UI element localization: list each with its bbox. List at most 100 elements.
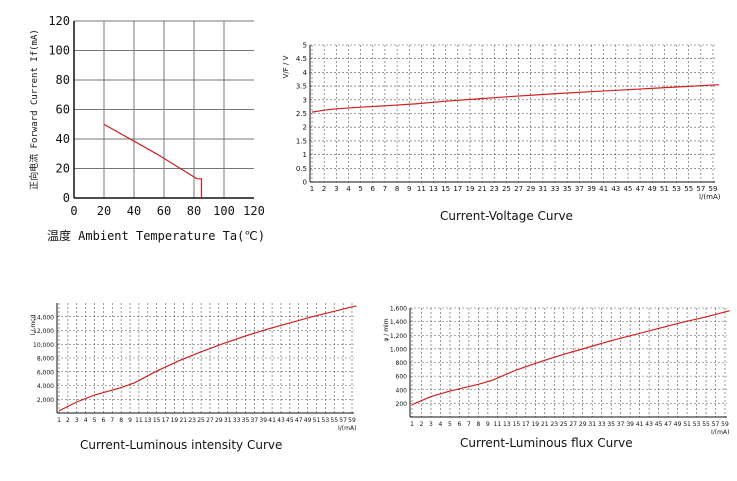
y-tick-label: 0 [303, 179, 307, 187]
x-tick-label: 49 [648, 185, 657, 193]
y-tick-label: 100 [48, 44, 70, 58]
x-tick-label: 4 [346, 185, 351, 193]
x-tick-label: 1 [57, 417, 61, 424]
x-tick-label: 0 [70, 204, 77, 218]
x-tick-label: 39 [259, 417, 267, 424]
y-tick-label: 6,000 [37, 369, 54, 376]
y-axis-label: φ / mlm [383, 318, 390, 341]
x-tick-label: 43 [611, 185, 620, 193]
chart-c: 1 2 3 4 5 6 7 8 9 11 13 15 17 19 21 23 25 27 29 31 33 35 37 39 4… [30, 303, 357, 432]
series-line [311, 84, 720, 113]
x-tick-label: 35 [242, 417, 250, 424]
x-tick-label: 17 [162, 417, 170, 424]
x-tick-label: 27 [206, 417, 214, 424]
y-tick-label: 1,000 [390, 346, 407, 353]
x-tick-label: 51 [683, 421, 691, 428]
y-tick-label: 1.5 [296, 137, 307, 145]
x-tick-label: 9 [128, 417, 132, 424]
x-tick-label: 27 [569, 421, 577, 428]
y-tick-label: 14,000 [33, 314, 54, 321]
x-tick-label: 31 [538, 185, 547, 193]
x-tick-label: 17 [453, 185, 462, 193]
x-tick-label: 57 [339, 417, 347, 424]
y-tick-label: 1 [303, 151, 307, 159]
y-axis-label: V/F / V [282, 55, 290, 78]
x-tick-label: 33 [598, 421, 606, 428]
x-tick-label: 45 [286, 417, 294, 424]
x-tick-label: 35 [563, 185, 572, 193]
x-tick-label: 40 [127, 204, 141, 218]
x-tick-label: 11 [494, 421, 502, 428]
x-tick-label: 2 [66, 417, 70, 424]
x-tick-label: 7 [467, 421, 471, 428]
x-tick-label: 25 [197, 417, 205, 424]
x-tick-label: 19 [466, 185, 475, 193]
x-tick-label: 53 [672, 185, 681, 193]
x-tick-label: 7 [110, 417, 114, 424]
x-tick-label: 41 [599, 185, 608, 193]
y-tick-label: 40 [56, 132, 70, 146]
y-tick-label: 8,000 [37, 356, 54, 363]
x-tick-label: 39 [587, 185, 596, 193]
x-tick-label: 55 [702, 421, 710, 428]
x-tick-label: 41 [636, 421, 644, 428]
chart-d: 1 2 3 4 5 6 7 8 9 11 13 15 17 19 21 23 25 27 29 31 33 35 37 39 4… [383, 306, 730, 436]
x-tick-label: 59 [721, 421, 729, 428]
chart-title-current-luminous-flux: Current-Luminous flux Curve [460, 436, 633, 450]
x-tick-label: 21 [478, 185, 487, 193]
x-tick-label: 37 [575, 185, 584, 193]
y-axis-label: I / mcd [30, 315, 37, 336]
x-tick-label: 47 [295, 417, 303, 424]
y-tick-label: 800 [396, 360, 408, 367]
x-tick-label: 21 [179, 417, 187, 424]
x-tick-label: 29 [526, 185, 535, 193]
x-tick-label: 8 [119, 417, 123, 424]
y-tick-label: 1,200 [390, 333, 407, 340]
x-tick-label: 39 [626, 421, 634, 428]
x-axis-label: I/(mA) [711, 429, 729, 436]
y-tick-label: 2 [303, 124, 307, 132]
series-line [103, 123, 203, 198]
x-tick-label: 3 [334, 185, 338, 193]
x-tick-label: 45 [655, 421, 663, 428]
y-tick-label: 10,000 [33, 342, 54, 349]
x-tick-label: 49 [304, 417, 312, 424]
x-tick-label: 21 [541, 421, 549, 428]
x-tick-label: 25 [560, 421, 568, 428]
y-tick-label: 2.5 [296, 110, 307, 118]
x-tick-label: 120 [243, 204, 265, 218]
x-tick-label: 3 [429, 421, 433, 428]
y-axis-label: 正向电流 Forward Current If(mA) [28, 29, 40, 190]
x-tick-label: 4 [439, 421, 443, 428]
x-tick-label: 6 [101, 417, 105, 424]
x-tick-label: 13 [503, 421, 511, 428]
x-tick-label: 60 [157, 204, 171, 218]
x-tick-label: 31 [588, 421, 596, 428]
x-tick-label: 15 [153, 417, 161, 424]
x-tick-label: 29 [579, 421, 587, 428]
x-tick-label: 59 [709, 185, 718, 193]
chart-a: 0 20 40 60 80 100 120 0 20 40 60 80 100 120 温度 Ambient… [28, 14, 265, 243]
x-tick-label: 25 [502, 185, 511, 193]
x-tick-label: 5 [93, 417, 97, 424]
chart-title-current-voltage: Current-Voltage Curve [440, 209, 573, 223]
x-tick-label: 53 [322, 417, 330, 424]
x-tick-label: 8 [395, 185, 399, 193]
y-tick-label: 4 [303, 69, 308, 77]
x-tick-label: 1 [310, 185, 314, 193]
x-tick-label: 9 [486, 421, 490, 428]
x-axis-label: 温度 Ambient Temperature Ta(℃) [47, 228, 265, 243]
x-tick-label: 33 [233, 417, 241, 424]
x-tick-label: 37 [617, 421, 625, 428]
x-tick-label: 2 [322, 185, 326, 193]
x-tick-label: 37 [251, 417, 259, 424]
x-tick-label: 9 [407, 185, 411, 193]
x-tick-label: 57 [712, 421, 720, 428]
x-tick-label: 80 [187, 204, 201, 218]
x-tick-label: 17 [522, 421, 530, 428]
x-tick-label: 53 [693, 421, 701, 428]
x-tick-label: 27 [514, 185, 523, 193]
x-axis-label: I/(mA) [338, 425, 356, 432]
x-axis-label: I/(mA) [699, 193, 721, 201]
x-tick-label: 47 [636, 185, 645, 193]
